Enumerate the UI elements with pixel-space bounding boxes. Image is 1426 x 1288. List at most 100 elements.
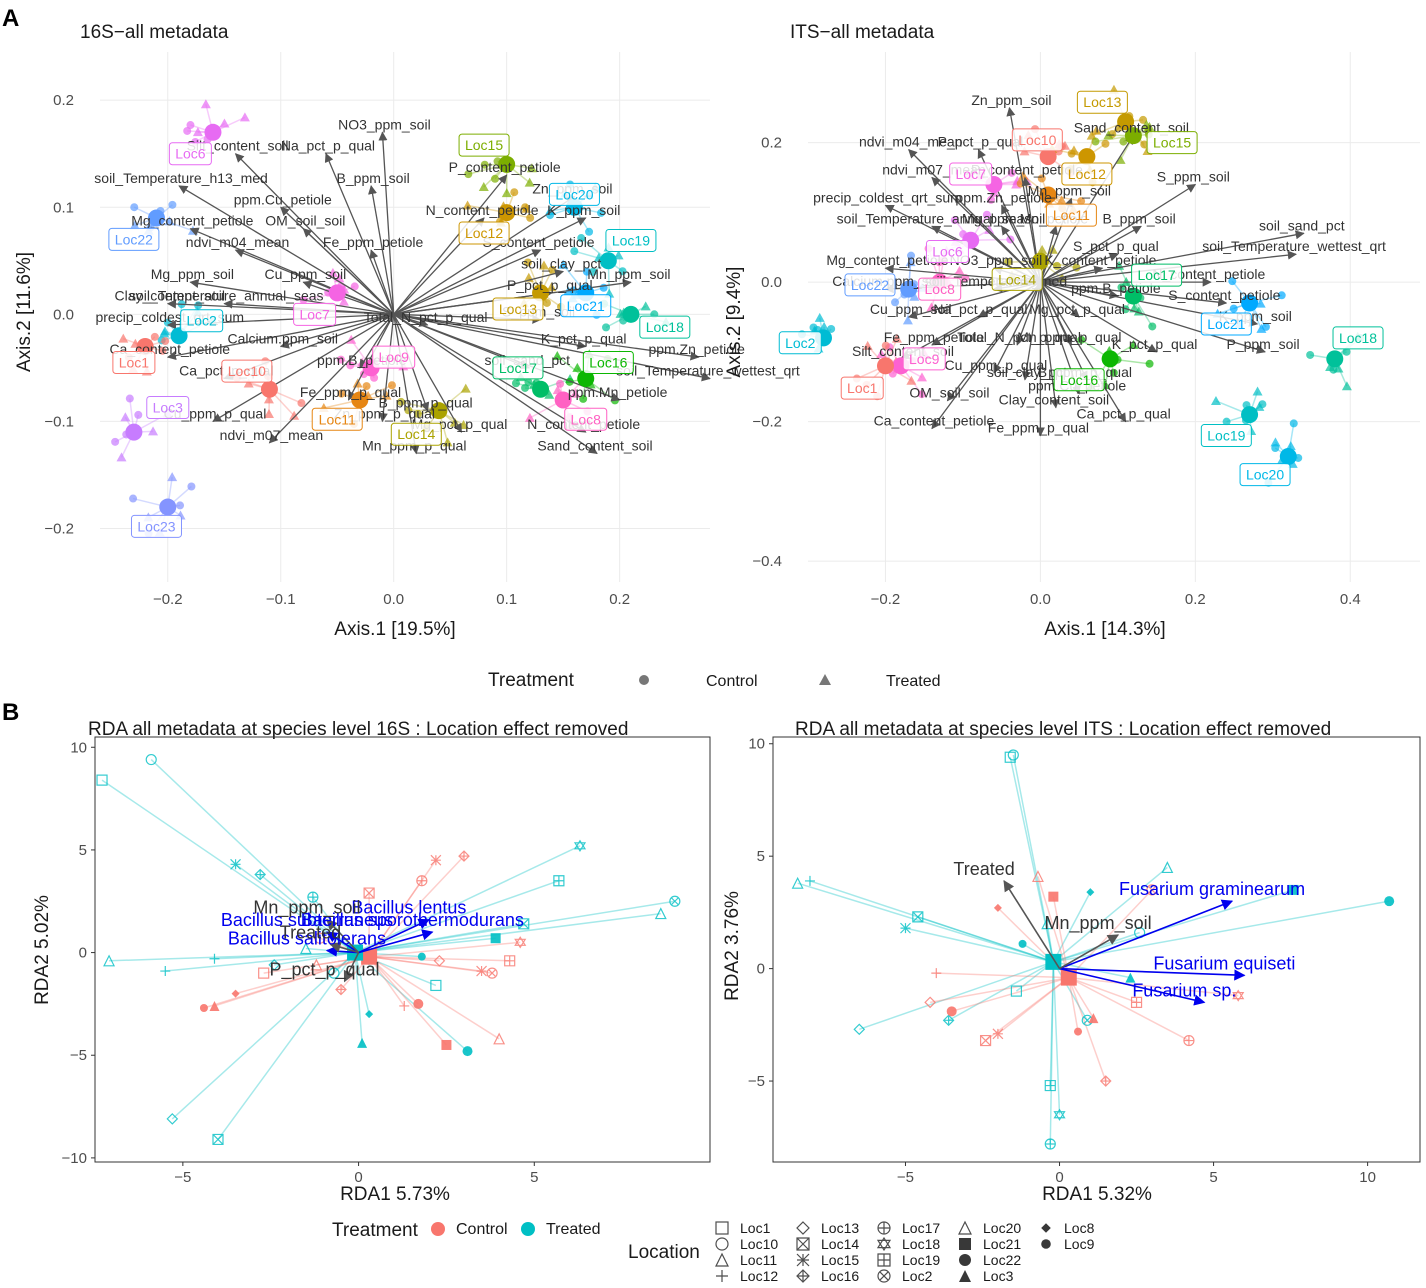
vector-label: S_ppm_soil bbox=[1157, 169, 1230, 185]
vector-label: Mg_ppm_soil bbox=[962, 210, 1045, 226]
sample-point-treated bbox=[501, 188, 512, 198]
spider-line bbox=[354, 912, 661, 954]
legend-treated-label: Treated bbox=[886, 673, 941, 690]
sample-point-control bbox=[416, 875, 428, 887]
sample-point-control bbox=[1183, 1035, 1195, 1047]
sample-point-control bbox=[931, 968, 942, 979]
centroid-point bbox=[532, 380, 550, 398]
sample-point-control bbox=[125, 394, 134, 403]
vector-label: Na_pct_p_qual bbox=[281, 138, 375, 154]
spider-line bbox=[235, 955, 370, 995]
location-label-box bbox=[293, 302, 337, 326]
sample-point-control bbox=[1109, 368, 1118, 377]
sample-point-control bbox=[1146, 884, 1158, 896]
vector-label: Cu_ppm_p_qual bbox=[945, 357, 1048, 373]
vector-arrow bbox=[369, 249, 395, 315]
vector-label: K_ppm_soil bbox=[547, 202, 620, 218]
x-axis-label: RDA1 5.32% bbox=[1042, 1184, 1152, 1205]
legend-title: Treatment bbox=[488, 670, 575, 691]
sample-point-control bbox=[1329, 365, 1338, 374]
spider-line bbox=[797, 882, 1054, 963]
vector-arrow bbox=[326, 931, 360, 954]
sample-point-treated bbox=[905, 257, 916, 267]
location-label: Loc17 bbox=[499, 360, 537, 376]
legend-title: Location bbox=[628, 1242, 700, 1263]
sample-point-treated bbox=[640, 301, 651, 311]
spider-line bbox=[1049, 961, 1055, 1086]
vector-arrow bbox=[393, 313, 711, 382]
centroid-point bbox=[260, 380, 278, 398]
centroid-point bbox=[1124, 287, 1142, 305]
location-label-box bbox=[492, 356, 544, 380]
vector-label: P_content_petiole bbox=[971, 162, 1083, 178]
vector-arrow bbox=[329, 941, 359, 954]
sample-point-control bbox=[510, 188, 519, 197]
location-label: Loc21 bbox=[567, 298, 605, 314]
vector-label: Treated bbox=[953, 859, 1014, 879]
location-legend-marker bbox=[958, 1220, 972, 1235]
sample-point-treated bbox=[1010, 985, 1022, 997]
chart-title: RDA all metadata at species level 16S : … bbox=[88, 719, 628, 740]
location-label-box bbox=[564, 407, 608, 431]
sample-point-treated bbox=[900, 922, 911, 934]
vector-label: Mg_pct_p_qual bbox=[1029, 301, 1125, 317]
sample-point-control bbox=[602, 323, 611, 332]
sample-point-control bbox=[161, 337, 170, 346]
sample-point-control bbox=[158, 346, 167, 355]
spider-line bbox=[997, 977, 1070, 1035]
y-tick-label: 0.2 bbox=[761, 135, 782, 152]
sample-point-treated bbox=[1091, 125, 1102, 135]
x-tick-label: 0.4 bbox=[1340, 591, 1361, 608]
sample-point-control bbox=[993, 903, 1002, 912]
y-tick-label: 0 bbox=[757, 961, 765, 978]
location-label: Loc11 bbox=[1053, 207, 1090, 223]
location-label: Loc19 bbox=[612, 232, 650, 248]
sample-point-control bbox=[924, 996, 936, 1009]
vector-arrow bbox=[1039, 281, 1127, 423]
sample-point-control bbox=[1052, 261, 1061, 270]
sample-point-treated bbox=[791, 876, 804, 889]
sample-point-control bbox=[511, 379, 520, 388]
location-label: Loc14 bbox=[998, 271, 1036, 287]
location-legend-label: Loc22 bbox=[983, 1252, 1021, 1268]
spider-line bbox=[1068, 889, 1153, 979]
location-label: Loc6 bbox=[932, 243, 963, 259]
location-legend-label: Loc8 bbox=[1064, 1220, 1095, 1236]
spider-line bbox=[109, 951, 356, 962]
vector-label: Mn_ppm_soil bbox=[587, 266, 670, 282]
vector-arrow bbox=[993, 281, 1041, 374]
vector-label: P_pct_p_qual bbox=[938, 134, 1024, 150]
vector-arrow bbox=[393, 313, 598, 455]
legend-treated-triangle bbox=[819, 674, 831, 685]
vector-label: P_ppm_soil bbox=[1226, 336, 1299, 352]
vector-arrow bbox=[268, 313, 395, 444]
spider-line bbox=[368, 956, 447, 1046]
vector-label: Cu_ppm_soil bbox=[264, 266, 346, 282]
sample-point-treated bbox=[417, 952, 426, 961]
location-label-box bbox=[130, 514, 182, 538]
vector-arrow bbox=[189, 278, 394, 315]
vector-arrow bbox=[1059, 967, 1246, 981]
vector-label: ppm.Zn_petiole bbox=[648, 341, 745, 357]
sample-point-treated bbox=[545, 205, 556, 215]
vector-label: soil_clay_pct bbox=[987, 364, 1067, 380]
vector-arrow bbox=[900, 281, 1041, 360]
location-label-box bbox=[778, 331, 822, 355]
location-label: Loc13 bbox=[499, 301, 537, 317]
spider-line bbox=[171, 952, 356, 1120]
spider-line bbox=[150, 759, 356, 954]
location-legend-label: Loc11 bbox=[740, 1252, 777, 1268]
sample-point-treated bbox=[526, 163, 537, 173]
sample-point-control bbox=[1031, 870, 1044, 883]
spider-line bbox=[1068, 976, 1190, 1042]
sample-point-treated bbox=[902, 315, 913, 325]
location-label-box bbox=[108, 227, 160, 251]
sample-point-control bbox=[1228, 277, 1237, 286]
spider-line bbox=[1068, 977, 1107, 1082]
vector-arrow bbox=[343, 952, 360, 983]
vector-label: S_content_petiole bbox=[483, 234, 595, 250]
location-label-box bbox=[1200, 424, 1252, 448]
sample-point-treated bbox=[1086, 888, 1095, 897]
sample-point-treated bbox=[192, 127, 203, 137]
sample-point-treated bbox=[338, 296, 349, 306]
